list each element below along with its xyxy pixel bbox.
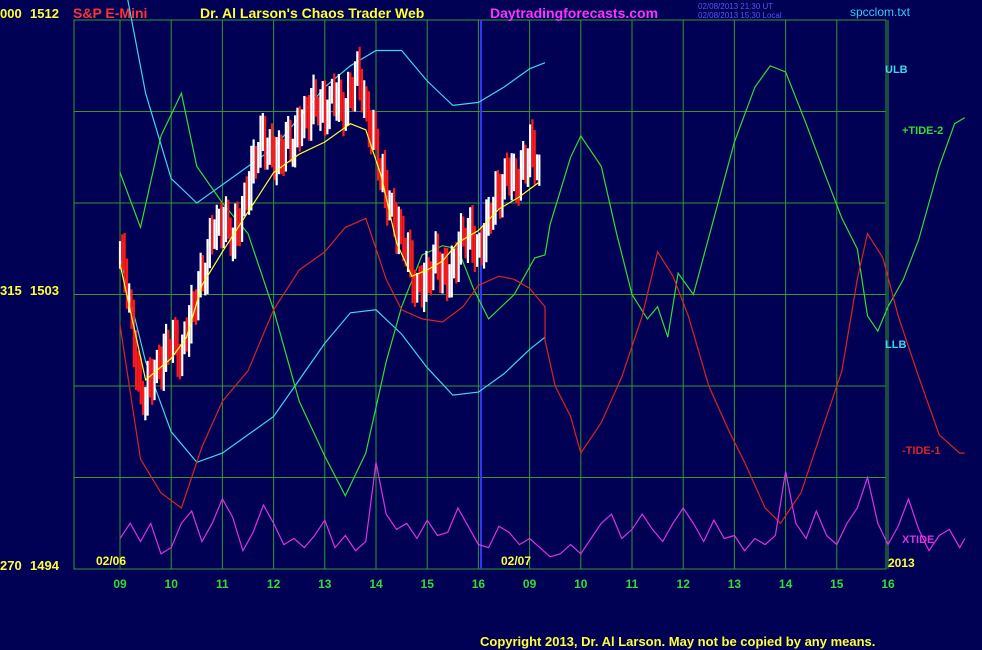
price-bars xyxy=(118,46,541,421)
x-tick-label: 12 xyxy=(267,577,281,591)
top-price-label: 1512 xyxy=(30,6,59,21)
x-tick-label: 10 xyxy=(165,577,179,591)
timestamp-ut: 02/08/2013 21:30 UT xyxy=(698,2,773,11)
xtide-line xyxy=(119,462,966,558)
date-label-first: 02/06 xyxy=(96,554,126,568)
x-tick-label: 16 xyxy=(881,577,895,591)
timestamp-local: 02/08/2013 15:30 Local xyxy=(698,11,782,20)
symbol-title: S&P E-Mini xyxy=(73,5,147,21)
x-tick-label: 09 xyxy=(113,577,127,591)
legend-ulb: ULB xyxy=(885,64,908,76)
x-tick-label: 12 xyxy=(677,577,691,591)
site-link[interactable]: Daytradingforecasts.com xyxy=(490,5,658,21)
top-left-axis-value: 000 xyxy=(0,6,22,21)
series-layer xyxy=(118,0,966,558)
x-tick-label: 15 xyxy=(421,577,435,591)
x-tick-label: 14 xyxy=(369,577,383,591)
tide1-line xyxy=(119,217,965,525)
x-tick-labels: 09 10 11 12 13 14 15 16 09 10 11 12 13 14 15 16 xyxy=(113,577,895,591)
x-tick-label: 14 xyxy=(779,577,793,591)
x-tick-label: 16 xyxy=(472,577,486,591)
mid-price-label: 1503 xyxy=(30,283,59,298)
llb-line xyxy=(119,257,546,464)
copyright-footer: Copyright 2013, Dr. Al Larson. May not b… xyxy=(480,634,875,649)
x-tick-label: 13 xyxy=(318,577,332,591)
x-tick-label: 15 xyxy=(830,577,844,591)
year-label: 2013 xyxy=(888,556,915,570)
data-file-name: spcclom.txt xyxy=(850,5,911,19)
x-tick-label: 13 xyxy=(728,577,742,591)
average-line xyxy=(119,123,541,381)
bottom-left-axis-value: 270 xyxy=(0,558,22,573)
legend-llb: LLB xyxy=(885,339,906,351)
tide2-line xyxy=(119,65,966,498)
x-tick-label: 11 xyxy=(626,577,639,591)
mid-left-axis-value: 315 xyxy=(0,283,22,298)
chart-title: Dr. Al Larson's Chaos Trader Web xyxy=(200,5,424,21)
date-label-second: 02/07 xyxy=(501,554,531,568)
ulb-line xyxy=(127,0,546,204)
x-tick-label: 11 xyxy=(216,577,229,591)
x-tick-label: 10 xyxy=(574,577,588,591)
legend-tide1: -TIDE-1 xyxy=(902,445,941,457)
x-tick-label: 09 xyxy=(523,577,537,591)
bottom-price-label: 1494 xyxy=(30,558,60,573)
legend-xtide: XTIDE xyxy=(902,534,934,546)
legend-tide2: +TIDE-2 xyxy=(902,125,943,137)
